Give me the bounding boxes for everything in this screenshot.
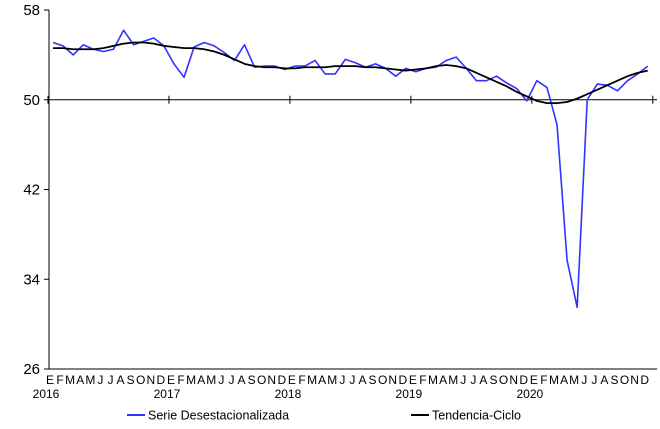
x-month-label: A [439, 373, 447, 387]
y-tick-label: 58 [23, 2, 40, 19]
x-month-label: A [117, 373, 125, 387]
x-month-label: M [307, 373, 317, 387]
legend-label: Tendencia-Ciclo [432, 409, 521, 423]
x-month-label: S [490, 373, 498, 387]
x-month-label: A [600, 373, 608, 387]
x-month-label: D [398, 373, 407, 387]
legend: Serie Desestacionalizada Tendencia-Ciclo [127, 409, 521, 423]
y-tick-label: 26 [23, 361, 40, 378]
y-tick-label: 42 [23, 182, 40, 199]
x-month-label: M [65, 373, 75, 387]
x-month-label: F [177, 373, 184, 387]
x-month-label: M [206, 373, 216, 387]
x-month-label: M [448, 373, 458, 387]
x-month-label: N [509, 373, 518, 387]
x-month-label: J [349, 373, 355, 387]
x-month-label: M [85, 373, 95, 387]
x-month-label: F [56, 373, 63, 387]
x-month-label: N [630, 373, 639, 387]
series-line-tendencia-ciclo [53, 41, 648, 105]
x-month-label: M [428, 373, 438, 387]
x-month-label: M [549, 373, 559, 387]
x-month-label: A [318, 373, 326, 387]
x-month-label: J [591, 373, 597, 387]
y-tick-label: 50 [23, 92, 40, 109]
series-line-desestacionalizada [52, 29, 649, 309]
x-month-label: S [248, 373, 256, 387]
x-month-label: A [358, 373, 366, 387]
x-year-label: 2020 [516, 387, 543, 401]
x-month-label: D [157, 373, 166, 387]
x-month-label: S [369, 373, 377, 387]
x-month-label: O [257, 373, 266, 387]
x-month-label: M [569, 373, 579, 387]
x-month-label: N [146, 373, 155, 387]
x-month-label: J [470, 373, 476, 387]
x-month-label: A [238, 373, 246, 387]
x-month-label: E [530, 373, 538, 387]
x-month-label: O [378, 373, 387, 387]
x-month-label: E [167, 373, 175, 387]
x-month-label: S [127, 373, 135, 387]
x-month-label: E [288, 373, 296, 387]
x-month-label: A [479, 373, 487, 387]
x-year-label: 2017 [154, 387, 181, 401]
x-year-label: 2018 [275, 387, 302, 401]
x-month-label: A [560, 373, 568, 387]
x-month-label: F [298, 373, 305, 387]
x-month-label: E [46, 373, 54, 387]
x-month-label: S [610, 373, 618, 387]
x-month-label: O [136, 373, 145, 387]
x-month-label: D [519, 373, 528, 387]
series-layer [52, 29, 649, 309]
x-month-label: J [218, 373, 224, 387]
x-month-label: D [278, 373, 287, 387]
x-month-label: J [460, 373, 466, 387]
x-month-label: A [197, 373, 205, 387]
x-month-label: J [581, 373, 587, 387]
x-month-label: F [419, 373, 426, 387]
legend-label: Serie Desestacionalizada [148, 409, 289, 423]
x-month-label: J [107, 373, 113, 387]
x-month-label: J [339, 373, 345, 387]
x-month-label: N [388, 373, 397, 387]
x-month-label: O [620, 373, 629, 387]
x-month-label: F [540, 373, 547, 387]
x-month-label: N [267, 373, 276, 387]
x-month-label: M [327, 373, 337, 387]
x-month-label: M [186, 373, 196, 387]
x-month-label: D [640, 373, 649, 387]
x-month-label: E [409, 373, 417, 387]
x-month-label: A [76, 373, 84, 387]
x-year-label: 2019 [396, 387, 423, 401]
x-month-label: J [97, 373, 103, 387]
x-month-label: J [228, 373, 234, 387]
x-year-label: 2016 [33, 387, 60, 401]
x-month-label: O [499, 373, 508, 387]
y-tick-label: 34 [23, 271, 40, 288]
